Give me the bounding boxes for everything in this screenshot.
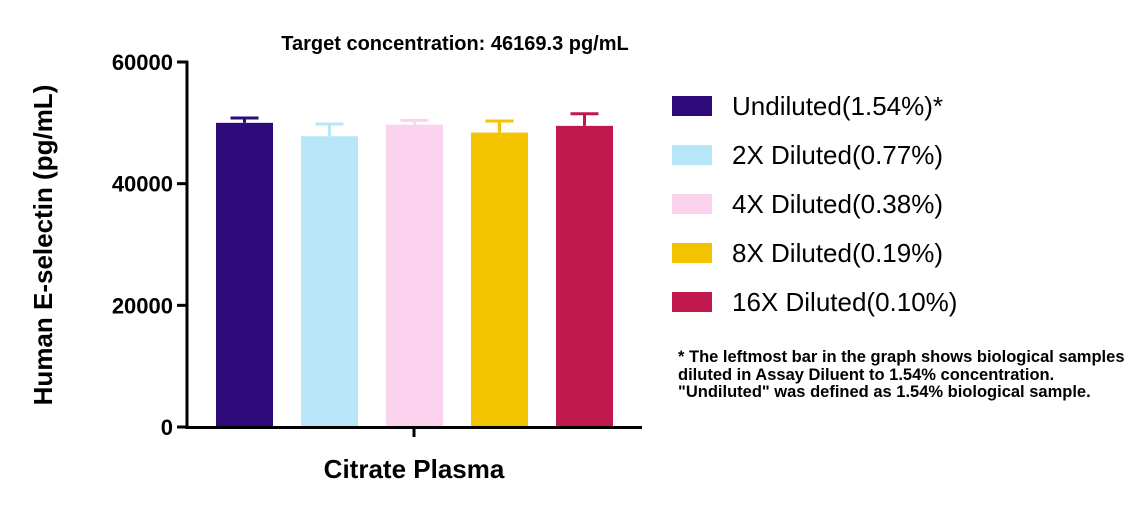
legend-swatch	[672, 145, 712, 165]
legend-swatch	[672, 194, 712, 214]
y-tick-label: 20000	[112, 293, 173, 318]
legend-swatch	[672, 96, 712, 116]
y-tick-label: 0	[161, 415, 173, 440]
bar	[471, 132, 528, 428]
legend-label: 16X Diluted(0.10%)	[732, 287, 957, 317]
legend-swatch	[672, 243, 712, 263]
y-ticks-group: 0 20000 40000 60000	[112, 50, 188, 440]
footnote: * The leftmost bar in the graph shows bi…	[678, 348, 1125, 401]
bars-group	[216, 122, 613, 428]
bar	[301, 136, 358, 427]
chart-title: Target concentration: 46169.3 pg/mL	[281, 33, 629, 55]
bar	[216, 122, 273, 427]
x-axis-label: Citrate Plasma	[324, 454, 505, 484]
legend-swatch	[672, 292, 712, 312]
legend: Undiluted(1.54%)* 2X Diluted(0.77%) 4X Dil…	[672, 91, 957, 317]
legend-label: 4X Diluted(0.38%)	[732, 189, 943, 219]
legend-label: 8X Diluted(0.19%)	[732, 238, 943, 268]
y-tick-label: 60000	[112, 50, 173, 75]
legend-label: Undiluted(1.54%)*	[732, 91, 943, 121]
legend-label: 2X Diluted(0.77%)	[732, 140, 943, 170]
y-axis-label: Human E-selectin (pg/mL)	[28, 85, 58, 406]
y-tick-label: 40000	[112, 172, 173, 197]
error-bars-group	[230, 112, 599, 137]
bar	[556, 125, 613, 427]
bar	[386, 124, 443, 428]
